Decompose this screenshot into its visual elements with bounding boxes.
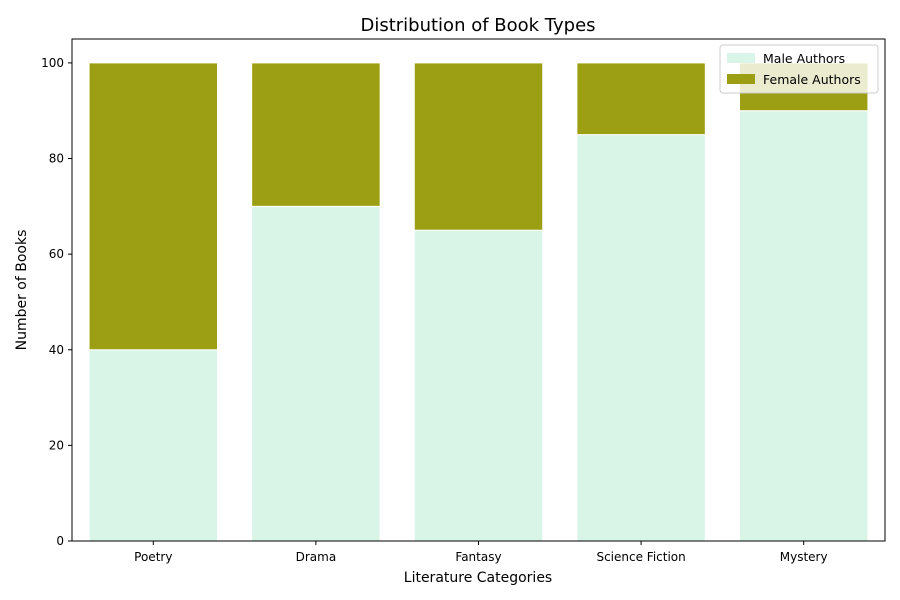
bar-female-drama — [251, 62, 381, 207]
bar-male-fantasy — [413, 229, 544, 542]
chart-title: Distribution of Book Types — [360, 15, 595, 36]
x-tick-label: Science Fiction — [596, 550, 685, 564]
bar-male-mystery — [738, 110, 869, 542]
y-tick-label: 60 — [49, 247, 64, 261]
x-tick-label: Poetry — [134, 550, 172, 564]
legend-label-female: Female Authors — [763, 72, 861, 87]
x-tick-label: Fantasy — [455, 550, 501, 564]
x-tick-label: Drama — [296, 550, 337, 564]
legend-label-male: Male Authors — [763, 51, 845, 66]
bar-male-poetry — [88, 349, 219, 542]
legend-box — [719, 44, 879, 94]
y-tick-label: 40 — [49, 343, 64, 357]
y-axis: 0 20 40 60 80 100 — [41, 56, 72, 548]
y-tick-label: 0 — [56, 534, 64, 548]
y-tick-label: 100 — [41, 56, 64, 70]
y-tick-label: 20 — [49, 438, 64, 452]
bar-female-science-fiction — [576, 62, 706, 136]
x-tick-label: Mystery — [780, 550, 828, 564]
y-tick-label: 80 — [49, 152, 64, 166]
legend-swatch-female — [727, 74, 755, 84]
x-axis: Poetry Drama Fantasy Science Fiction Mystery — [134, 541, 828, 564]
y-axis-label: Number of Books — [14, 230, 30, 351]
bar-female-poetry — [88, 62, 219, 351]
bars-group — [88, 62, 869, 542]
bar-male-science-fiction — [576, 134, 706, 542]
x-axis-label: Literature Categories — [404, 570, 552, 586]
bar-female-fantasy — [413, 62, 544, 231]
legend-swatch-male — [727, 53, 755, 63]
bar-male-drama — [251, 205, 381, 542]
legend: Male Authors Female Authors — [719, 44, 879, 94]
